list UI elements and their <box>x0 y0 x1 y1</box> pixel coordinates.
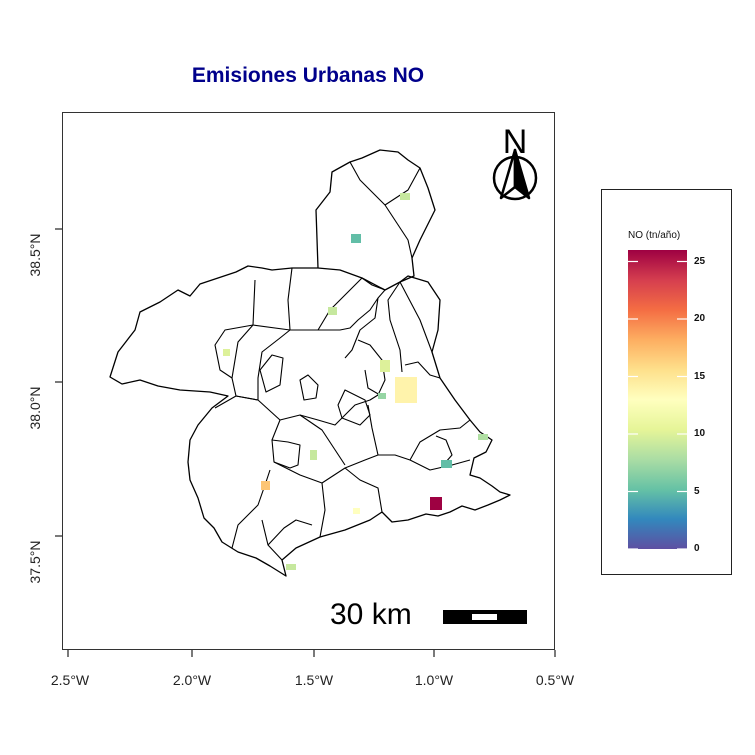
x-tick-label: 2.0°W <box>173 672 212 688</box>
legend-tick-label: 10 <box>694 428 706 439</box>
legend-tick-label: 25 <box>694 255 706 267</box>
emission-cell <box>478 434 488 440</box>
north-arrow-icon: N <box>492 123 538 201</box>
region-boundaries <box>109 149 511 577</box>
scale-bar <box>443 610 527 624</box>
emission-cell <box>430 497 442 510</box>
emission-cell <box>261 481 270 490</box>
municipality-line <box>435 435 453 464</box>
emission-cell <box>353 508 360 514</box>
municipality-line <box>231 469 271 549</box>
emission-cell <box>310 450 317 460</box>
legend-title: NO (tn/año) <box>628 230 681 241</box>
municipality-line <box>337 389 371 426</box>
x-tick-label: 1.5°W <box>295 672 334 688</box>
legend-tick-label: 5 <box>694 485 700 497</box>
y-tick-label: 38.5°N <box>27 234 43 277</box>
emission-cell <box>328 307 337 315</box>
legend: NO (tn/año) 25 20 15 10 5 0 <box>601 189 732 575</box>
emission-cell <box>378 393 386 399</box>
map-panel-frame <box>62 112 555 650</box>
municipality-line <box>214 324 254 379</box>
emission-cell <box>400 193 410 200</box>
municipality-line <box>287 267 363 331</box>
emission-cells-layer <box>223 193 488 570</box>
municipality-line <box>318 277 386 331</box>
municipality-line <box>271 439 301 469</box>
municipality-line <box>231 324 259 401</box>
municipality-line <box>349 161 413 259</box>
municipality-boundaries <box>214 161 471 561</box>
municipality-line <box>319 482 326 538</box>
map-title: Emisiones Urbanas NO <box>191 64 425 87</box>
emission-cell <box>441 460 452 468</box>
municipality-line <box>404 361 441 379</box>
legend-colorbar <box>628 250 687 549</box>
scale-bar-label: 30 km <box>330 598 412 631</box>
y-tick-label: 37.5°N <box>27 541 43 584</box>
municipality-line <box>387 281 403 373</box>
legend-tick-label: 15 <box>694 370 706 382</box>
municipality-line <box>384 167 421 206</box>
municipality-line <box>344 297 379 359</box>
municipality-line <box>299 414 346 466</box>
municipality-line <box>214 395 259 409</box>
region-outline-north <box>315 149 436 283</box>
municipality-line <box>267 519 313 546</box>
region-outline <box>109 265 511 577</box>
municipality-line <box>257 329 386 426</box>
municipality-line <box>299 374 319 401</box>
x-tick-label: 1.0°W <box>415 672 454 688</box>
emission-cell <box>395 377 417 403</box>
y-tick-label: 38.0°N <box>27 387 43 430</box>
axis-ticks <box>55 228 556 657</box>
emission-cell <box>223 349 230 356</box>
emission-cell <box>351 234 361 243</box>
municipality-line <box>364 369 381 396</box>
municipality-line <box>378 419 471 461</box>
municipality-line <box>321 404 379 484</box>
legend-tick-label: 20 <box>694 313 706 324</box>
municipality-line <box>252 279 291 331</box>
legend-tick-label: 0 <box>694 543 700 554</box>
municipality-line <box>344 467 383 513</box>
emission-cell <box>286 564 296 570</box>
x-tick-label: 2.5°W <box>51 672 90 688</box>
municipality-line <box>259 354 284 393</box>
municipality-line <box>409 459 471 471</box>
municipality-line <box>399 281 433 353</box>
emission-cell <box>380 360 390 372</box>
x-tick-label: 0.5°W <box>536 672 575 688</box>
